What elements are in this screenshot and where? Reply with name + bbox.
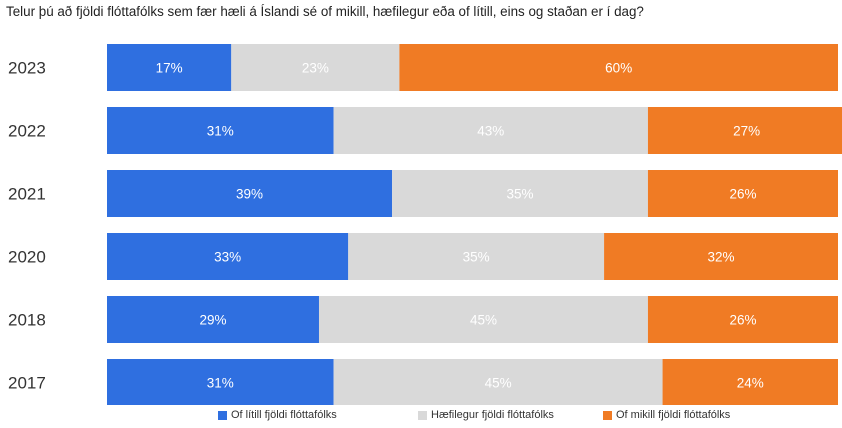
data-label-haefilegur-2022: 43% [477,124,504,139]
legend-swatch-haefilegur [418,410,427,420]
bar-segment-of-litill-2022 [107,107,334,154]
bar-segment-haefilegur-2022 [333,107,648,154]
legend-swatch-of-mikill [603,410,612,420]
bar-segment-of-mikill-2017 [662,359,838,405]
data-label-of-mikill-2020: 32% [708,250,735,265]
bar-segment-of-litill-2020 [107,233,349,280]
chart-title: Telur þú að fjöldi flóttafólks sem fær h… [6,4,644,19]
data-label-haefilegur-2018: 45% [470,313,497,328]
data-label-haefilegur-2020: 35% [463,250,490,265]
legend-label-haefilegur: Hæfilegur fjöldi flóttafólks [431,409,554,421]
chart-legend: Of lítill fjöldi flóttafólks Hæfilegur f… [0,409,842,427]
category-label-2020: 2020 [8,248,46,267]
data-label-of-mikill-2023: 60% [605,61,632,76]
data-label-haefilegur-2017: 45% [485,376,512,391]
bar-segment-haefilegur-2023 [231,44,400,91]
bar-segment-of-litill-2023 [107,44,232,91]
category-label-2023: 2023 [8,59,46,78]
data-label-of-mikill-2018: 26% [729,313,756,328]
category-label-2017: 2017 [8,374,46,393]
category-label-2022: 2022 [8,122,46,141]
bar-segment-of-mikill-2018 [647,296,838,343]
category-label-2021: 2021 [8,185,46,204]
data-label-of-litill-2018: 29% [199,313,226,328]
category-label-2018: 2018 [8,311,46,330]
data-label-of-mikill-2022: 27% [733,124,760,139]
data-label-of-litill-2020: 33% [214,250,241,265]
legend-item-of-litill: Of lítill fjöldi flóttafólks [218,409,337,421]
bar-segment-of-litill-2021 [107,170,393,217]
legend-item-of-mikill: Of mikill fjöldi flóttafólks [603,409,730,421]
stacked-bar-chart: 2023 17% 23% 60% 2022 31% 43% 27% 2021 39% 35% 26% 2… [8,44,842,405]
bar-segment-of-litill-2017 [107,359,334,405]
data-label-of-litill-2017: 31% [207,376,234,391]
bar-segment-of-mikill-2023 [399,44,838,91]
bar-segment-haefilegur-2018 [318,296,648,343]
bar-segment-haefilegur-2017 [333,359,663,405]
data-label-of-mikill-2021: 26% [729,187,756,202]
bar-segment-of-litill-2018 [107,296,319,343]
legend-swatch-of-litill [218,410,227,420]
bar-segment-haefilegur-2020 [348,233,605,280]
data-label-of-mikill-2017: 24% [737,376,764,391]
bar-segment-of-mikill-2020 [604,233,838,280]
legend-label-of-mikill: Of mikill fjöldi flóttafólks [616,409,731,421]
bar-segment-of-mikill-2021 [647,170,838,217]
bar-segment-haefilegur-2021 [392,170,648,217]
data-label-haefilegur-2021: 35% [506,187,533,202]
legend-label-of-litill: Of lítill fjöldi flóttafólks [231,409,337,421]
data-label-of-litill-2023: 17% [156,61,183,76]
data-label-of-litill-2021: 39% [236,187,263,202]
legend-item-haefilegur: Hæfilegur fjöldi flóttafólks [418,409,554,421]
data-label-of-litill-2022: 31% [207,124,234,139]
bar-segment-of-mikill-2022 [647,107,842,154]
data-label-haefilegur-2023: 23% [302,61,329,76]
